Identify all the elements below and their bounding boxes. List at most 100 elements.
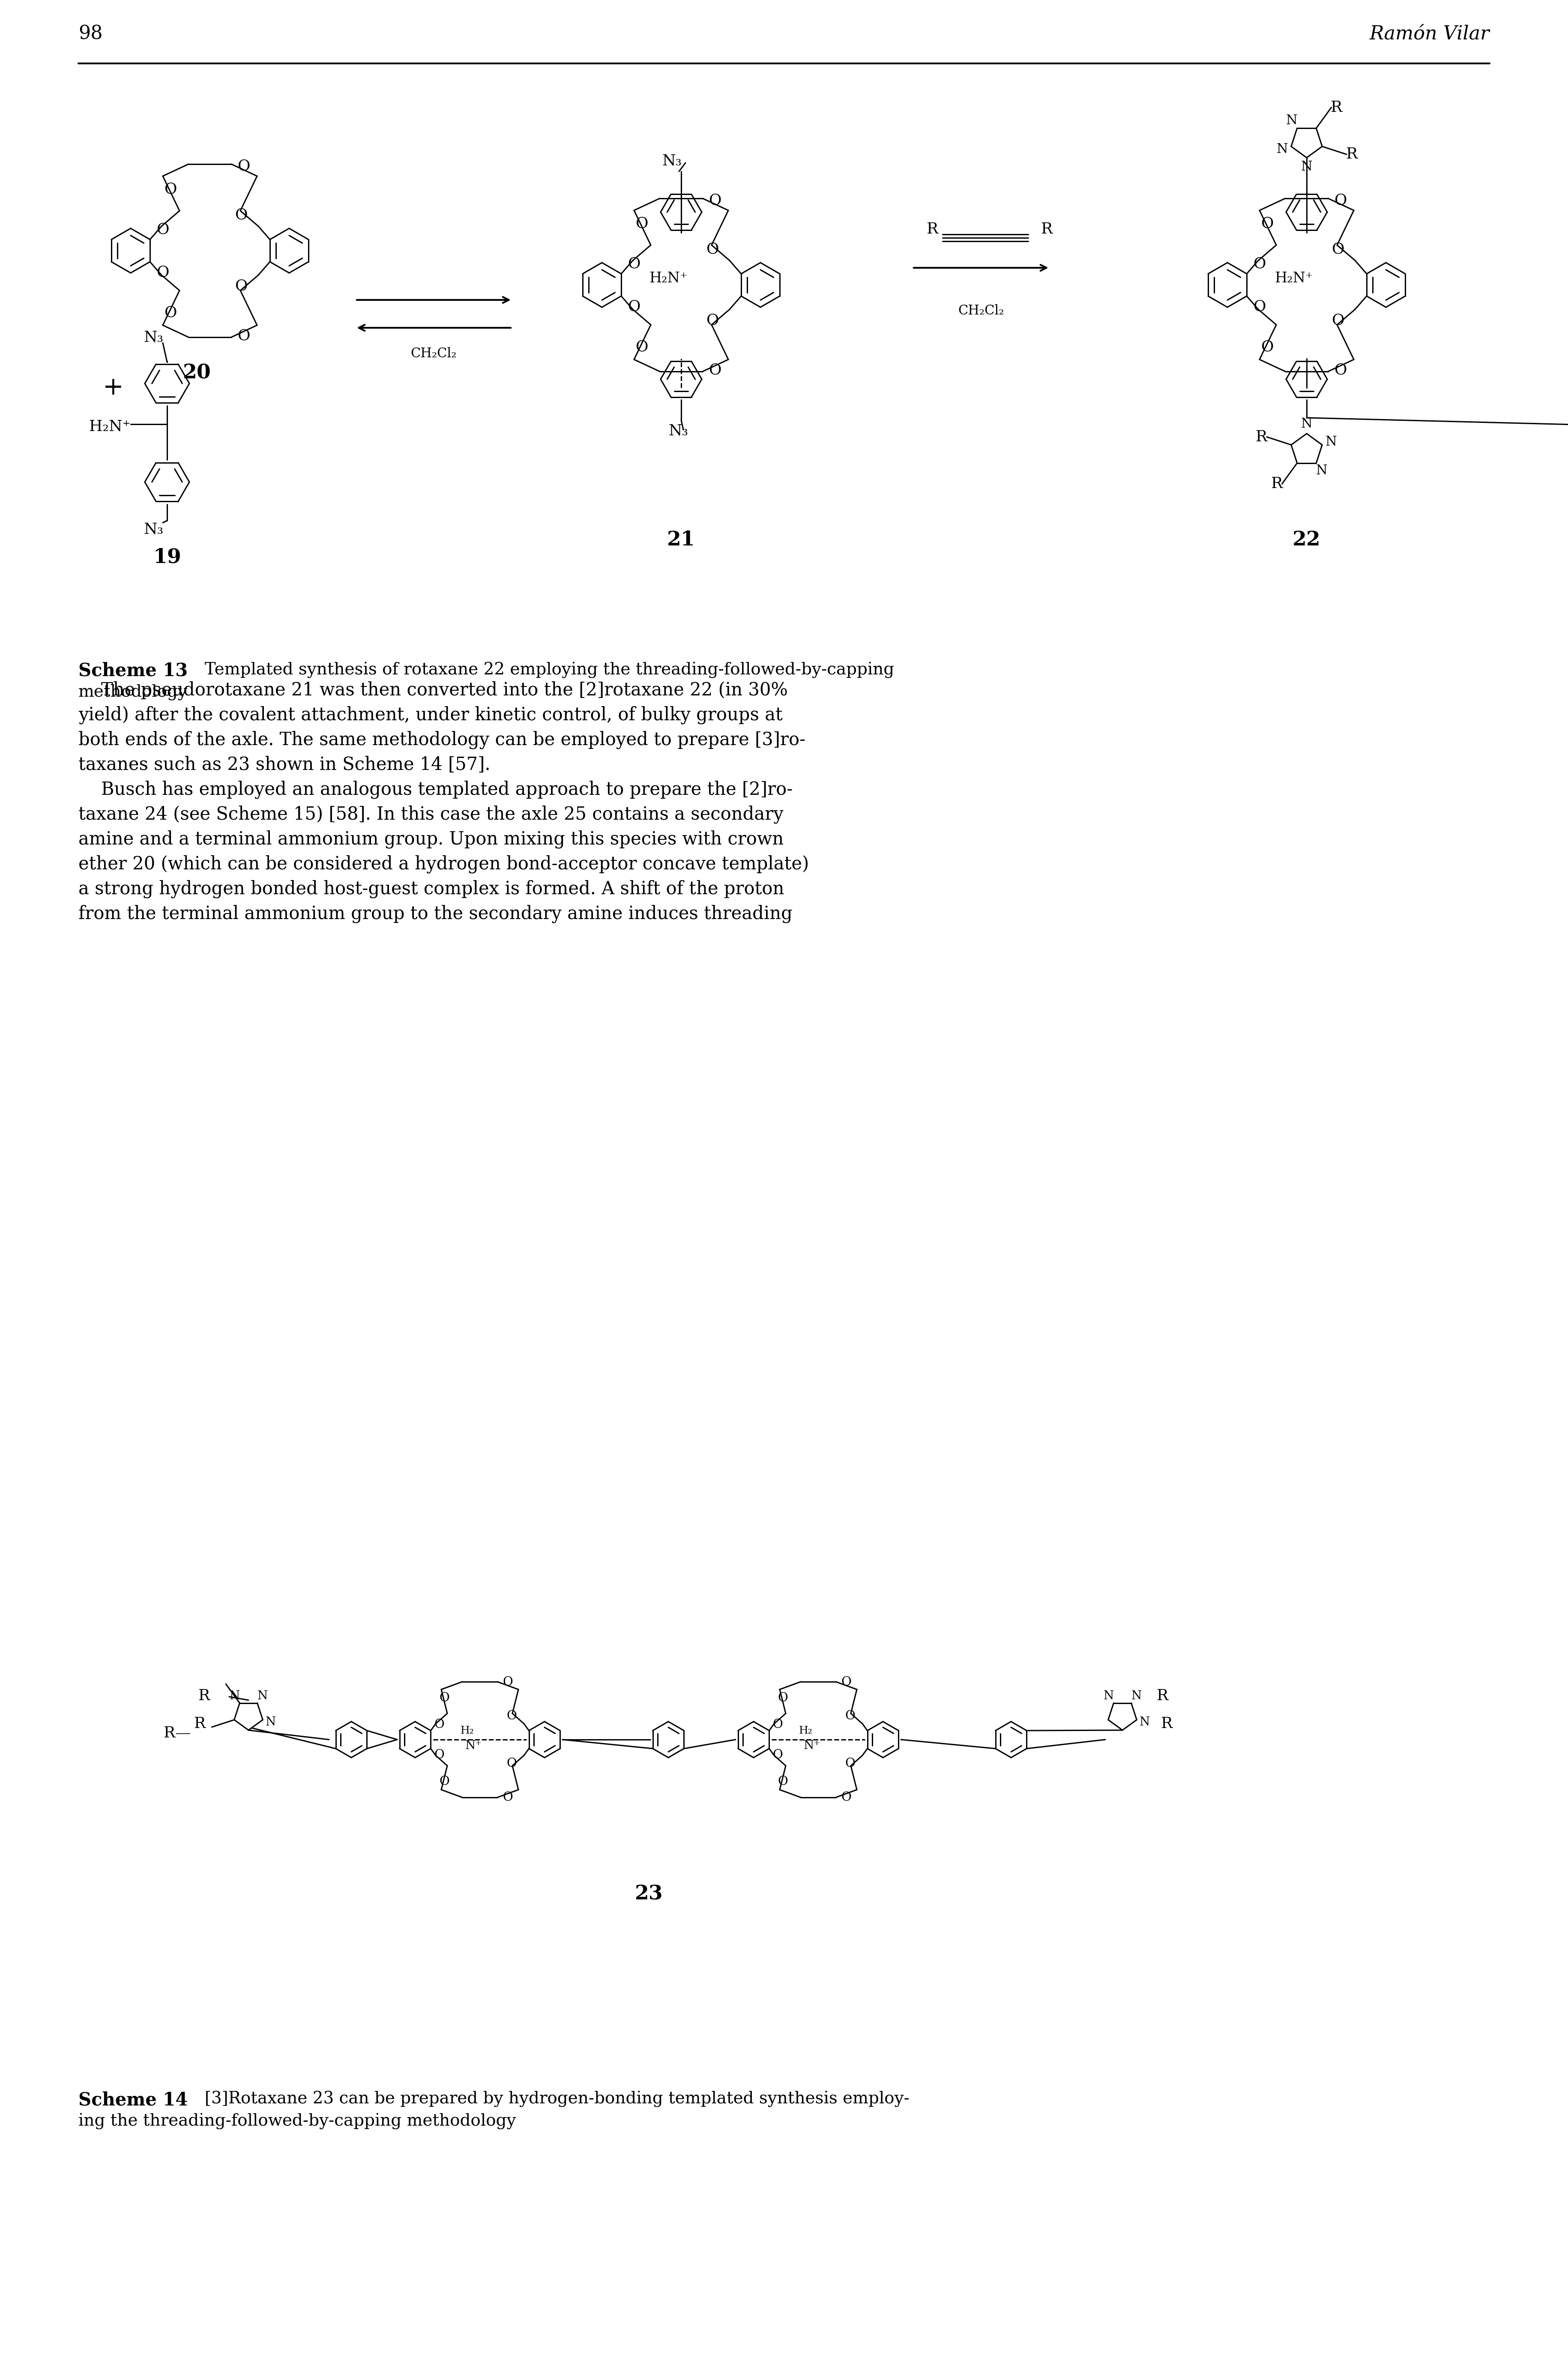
- Text: [3]Rotaxane 23 can be prepared by hydrogen-bonding templated synthesis employ-: [3]Rotaxane 23 can be prepared by hydrog…: [194, 2090, 909, 2107]
- Text: N: N: [265, 1717, 276, 1729]
- Text: O: O: [629, 257, 641, 271]
- Text: methodology: methodology: [78, 685, 188, 702]
- Text: H₂N⁺: H₂N⁺: [1275, 271, 1312, 285]
- Text: R—: R—: [163, 1726, 191, 1741]
- Text: O: O: [1254, 300, 1267, 314]
- Text: O: O: [506, 1710, 516, 1722]
- Text: N: N: [1301, 419, 1312, 430]
- Text: N: N: [1286, 114, 1297, 128]
- Text: Busch has employed an analogous templated approach to prepare the [2]ro-: Busch has employed an analogous template…: [78, 780, 793, 799]
- Text: O: O: [1334, 193, 1347, 207]
- Text: O: O: [707, 314, 720, 328]
- Text: from the terminal ammonium group to the secondary amine induces threading: from the terminal ammonium group to the …: [78, 906, 792, 923]
- Text: N⁺: N⁺: [466, 1741, 481, 1753]
- Text: H₂: H₂: [459, 1726, 474, 1736]
- Text: N: N: [1276, 143, 1287, 157]
- Text: 23: 23: [635, 1883, 663, 1905]
- Text: N⁺: N⁺: [803, 1741, 820, 1753]
- Text: N₃: N₃: [662, 155, 682, 169]
- Text: O: O: [778, 1693, 787, 1705]
- Text: O: O: [637, 216, 649, 231]
- Text: R: R: [1256, 430, 1267, 445]
- Text: O: O: [709, 361, 721, 378]
- Text: O: O: [707, 243, 720, 257]
- Text: 98: 98: [78, 24, 102, 43]
- Text: O: O: [434, 1748, 444, 1762]
- Text: O: O: [157, 264, 169, 278]
- Text: CH₂Cl₂: CH₂Cl₂: [411, 347, 456, 359]
- Text: R: R: [1160, 1717, 1173, 1731]
- Text: O: O: [165, 304, 177, 319]
- Text: O: O: [1254, 257, 1267, 271]
- Text: O: O: [235, 207, 248, 224]
- Text: N: N: [1325, 435, 1338, 449]
- Text: O: O: [157, 224, 169, 238]
- Text: N: N: [1140, 1717, 1149, 1729]
- Text: O: O: [709, 193, 721, 207]
- Text: R: R: [1157, 1688, 1168, 1703]
- Text: O: O: [840, 1791, 851, 1803]
- Text: N: N: [1104, 1691, 1113, 1703]
- Text: N: N: [1301, 159, 1312, 174]
- Text: The pseudorotaxane 21 was then converted into the [2]rotaxane 22 (in 30%: The pseudorotaxane 21 was then converted…: [78, 680, 787, 699]
- Text: R: R: [1041, 221, 1052, 235]
- Text: N₃: N₃: [144, 521, 163, 537]
- Text: taxane 24 (see Scheme 15) [58]. In this case the axle 25 contains a secondary: taxane 24 (see Scheme 15) [58]. In this …: [78, 806, 784, 823]
- Text: H₂: H₂: [798, 1726, 812, 1736]
- Text: taxanes such as 23 shown in Scheme 14 [57].: taxanes such as 23 shown in Scheme 14 [5…: [78, 756, 491, 773]
- Text: O: O: [503, 1791, 513, 1803]
- Text: 20: 20: [183, 364, 212, 383]
- Text: O: O: [637, 340, 649, 354]
- Text: Ramón Vilar: Ramón Vilar: [1369, 24, 1490, 43]
- Text: O: O: [778, 1776, 787, 1788]
- Text: R: R: [194, 1717, 205, 1731]
- Text: O: O: [773, 1719, 782, 1731]
- Text: ether 20 (which can be considered a hydrogen bond-acceptor concave template): ether 20 (which can be considered a hydr…: [78, 856, 809, 873]
- Text: R: R: [1331, 100, 1342, 114]
- Text: N₃: N₃: [668, 423, 688, 438]
- Text: +: +: [103, 376, 124, 400]
- Text: O: O: [840, 1676, 851, 1688]
- Text: N: N: [1131, 1691, 1142, 1703]
- Text: 19: 19: [154, 547, 182, 566]
- Text: 21: 21: [666, 530, 695, 549]
- Text: N₃: N₃: [144, 331, 163, 345]
- Text: O: O: [238, 328, 251, 342]
- Text: O: O: [1261, 216, 1273, 231]
- Text: Scheme 14: Scheme 14: [78, 2090, 188, 2109]
- Text: 22: 22: [1292, 530, 1320, 549]
- Text: H₂N⁺: H₂N⁺: [649, 271, 687, 285]
- Text: O: O: [439, 1693, 450, 1705]
- Text: H₂N⁺: H₂N⁺: [89, 419, 130, 433]
- Text: N: N: [229, 1691, 240, 1703]
- Text: O: O: [629, 300, 641, 314]
- Text: O: O: [773, 1748, 782, 1762]
- Text: O: O: [238, 159, 251, 174]
- Text: yield) after the covalent attachment, under kinetic control, of bulky groups at: yield) after the covalent attachment, un…: [78, 706, 782, 725]
- Text: ing the threading-followed-by-capping methodology: ing the threading-followed-by-capping me…: [78, 2114, 516, 2128]
- Text: O: O: [165, 183, 177, 197]
- Text: O: O: [1334, 361, 1347, 378]
- Text: O: O: [845, 1757, 855, 1769]
- Text: amine and a terminal ammonium group. Upon mixing this species with crown: amine and a terminal ammonium group. Upo…: [78, 830, 784, 849]
- Text: R: R: [1272, 476, 1283, 492]
- Text: O: O: [434, 1719, 444, 1731]
- Text: a strong hydrogen bonded host-guest complex is formed. A shift of the proton: a strong hydrogen bonded host-guest comp…: [78, 880, 784, 899]
- Text: O: O: [1333, 314, 1345, 328]
- Text: Scheme 13: Scheme 13: [78, 661, 188, 680]
- Text: O: O: [506, 1757, 516, 1769]
- Text: O: O: [845, 1710, 855, 1722]
- Text: R: R: [198, 1688, 210, 1703]
- Text: R: R: [1345, 147, 1358, 162]
- Text: O: O: [1333, 243, 1345, 257]
- Text: R: R: [927, 221, 938, 235]
- Text: O: O: [235, 278, 248, 292]
- Text: both ends of the axle. The same methodology can be employed to prepare [3]ro-: both ends of the axle. The same methodol…: [78, 730, 806, 749]
- Text: O: O: [1261, 340, 1273, 354]
- Text: CH₂Cl₂: CH₂Cl₂: [958, 304, 1004, 316]
- Text: O: O: [439, 1776, 450, 1788]
- Text: O: O: [503, 1676, 513, 1688]
- Text: N: N: [1316, 464, 1328, 478]
- Text: Templated synthesis of rotaxane 22 employing the threading-followed-by-capping: Templated synthesis of rotaxane 22 emplo…: [194, 661, 894, 678]
- Text: N: N: [257, 1691, 268, 1703]
